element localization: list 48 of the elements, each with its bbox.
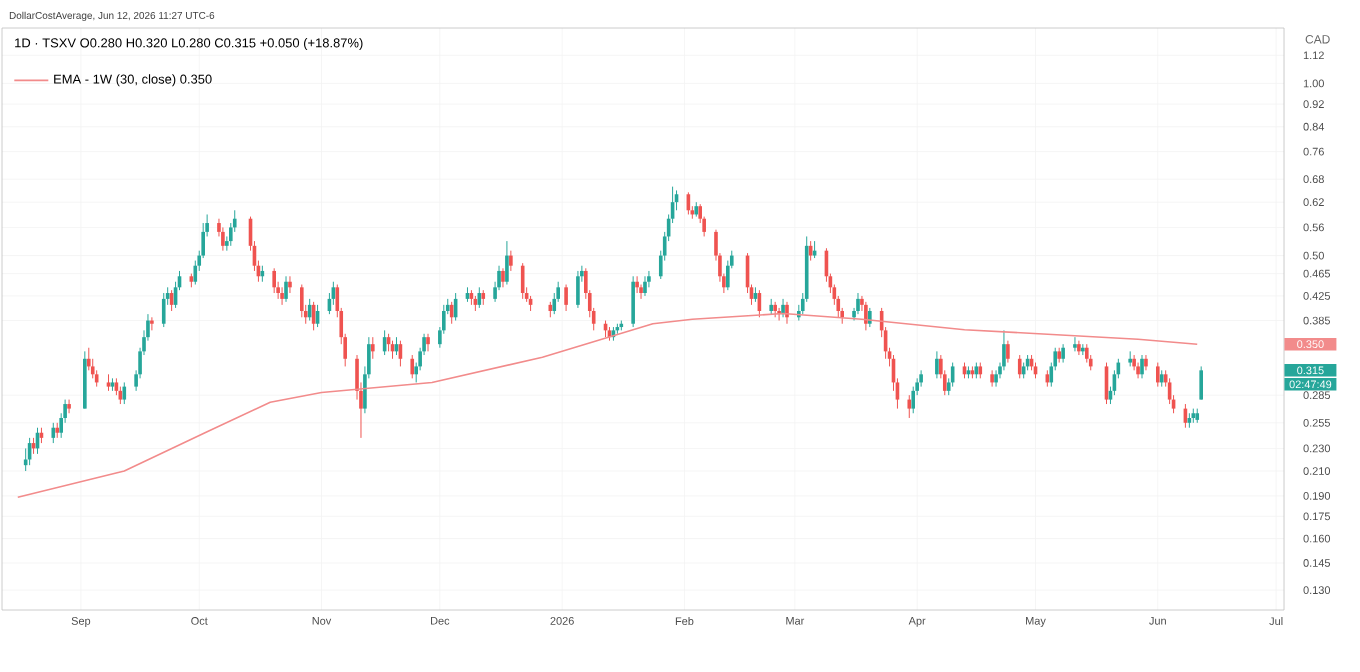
- candlestick: [1155, 362, 1160, 388]
- candlestick: [935, 350, 939, 379]
- candlestick: [426, 333, 430, 352]
- candlestick: [1073, 336, 1077, 352]
- candlestick: [1002, 329, 1006, 371]
- candlestick: [1144, 354, 1148, 371]
- candlestick: [576, 270, 580, 309]
- candlestick: [781, 298, 785, 318]
- candlestick: [647, 270, 651, 288]
- candlestick: [631, 275, 635, 328]
- candlestick: [150, 316, 154, 331]
- candlestick: [410, 354, 415, 379]
- candlestick: [911, 386, 916, 414]
- candlestick: [1017, 354, 1022, 379]
- candlestick: [643, 275, 647, 297]
- candlestick: [994, 369, 998, 388]
- candlestick: [1132, 354, 1136, 371]
- candlestick: [564, 284, 568, 312]
- candlestick: [919, 369, 923, 388]
- candlestick: [67, 399, 71, 414]
- candlestick: [284, 275, 288, 303]
- candlestick: [272, 267, 276, 294]
- candlestick: [1061, 343, 1065, 364]
- candlestick: [864, 301, 868, 331]
- candlestick: [520, 262, 525, 300]
- candlestick: [221, 226, 225, 252]
- candlestick: [1140, 354, 1144, 379]
- candlestick: [449, 301, 454, 325]
- candlestick: [1199, 365, 1203, 401]
- candlestick: [501, 267, 505, 288]
- candlestick: [907, 394, 912, 419]
- candlestick: [122, 381, 127, 405]
- candlestick: [990, 369, 994, 388]
- candlestick: [280, 286, 284, 306]
- candlestick: [299, 284, 304, 318]
- candlestick: [307, 298, 312, 322]
- candlestick: [1006, 340, 1010, 364]
- candlestick: [639, 284, 643, 300]
- candlestick: [635, 275, 639, 294]
- candlestick: [86, 347, 91, 371]
- candlestick: [785, 301, 789, 325]
- candlestick: [505, 240, 509, 286]
- candlestick: [288, 275, 292, 294]
- candlestick: [370, 336, 375, 360]
- candlestick: [161, 292, 166, 328]
- candlestick: [509, 250, 513, 272]
- candlestick: [856, 292, 860, 315]
- candlestick: [1077, 340, 1081, 356]
